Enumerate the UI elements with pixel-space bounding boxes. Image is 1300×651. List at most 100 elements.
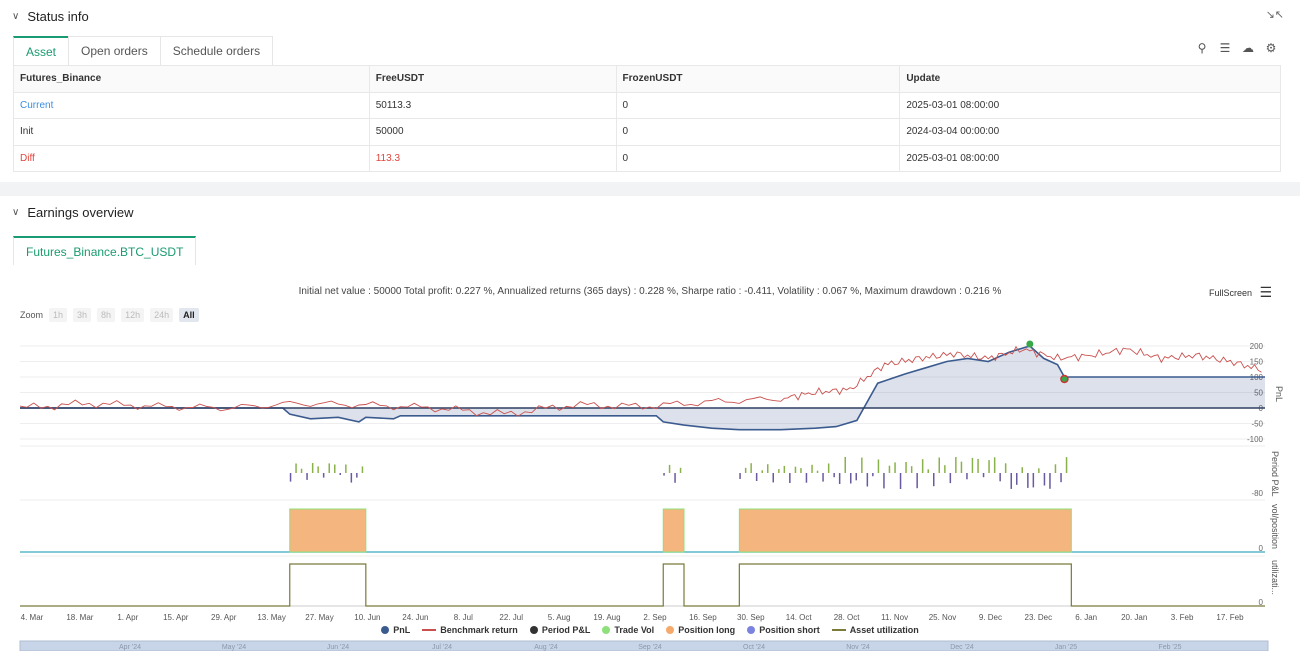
tab-asset[interactable]: Asset (13, 36, 70, 65)
period-pnl-bar (1043, 473, 1046, 486)
period-pnl-bar (1016, 473, 1018, 485)
cloud-download-icon[interactable]: ☁ (1242, 41, 1254, 55)
period-pnl-bar (755, 473, 758, 481)
header-free-usdt: FreeUSDT (368, 65, 617, 93)
x-tick-label: 17. Feb (1216, 613, 1244, 622)
fullscreen-button[interactable]: FullScreen (1208, 288, 1252, 298)
navigator-tick-label: Oct '24 (743, 644, 765, 651)
pnl-tick-label: 200 (1250, 342, 1264, 351)
zoom-24h-button[interactable]: 24h (150, 308, 174, 322)
list-icon[interactable]: ☰ (1219, 41, 1231, 55)
status-tabs: Asset Open orders Schedule orders (13, 36, 274, 65)
period-pnl-bar (1004, 463, 1007, 473)
legend-short-swatch (747, 626, 756, 634)
menu-icon[interactable]: ☰ (1259, 284, 1272, 300)
period-pnl-bar (789, 473, 791, 483)
period-pnl-bar (877, 459, 880, 473)
period-pnl-bar (300, 468, 303, 473)
period-pnl-bar (345, 464, 347, 473)
period-pnl-bar (905, 462, 907, 473)
period-pnl-bar (811, 464, 813, 473)
zoom-all-button[interactable]: All (179, 308, 199, 322)
earnings-summary: Initial net value : 50000 Total profit: … (298, 286, 1002, 297)
legend-period-pnl[interactable]: Period P&L (529, 625, 590, 635)
legend-benchmark-swatch (422, 629, 437, 631)
x-tick-label: 4. Mar (21, 613, 44, 622)
zoom-12h-button[interactable]: 12h (121, 308, 145, 322)
status-header[interactable]: ∨ Status info (12, 9, 89, 24)
chevron-down-icon[interactable]: ∨ (12, 11, 20, 22)
x-tick-label: 2. Sep (643, 613, 667, 622)
status-title: Status info (27, 9, 89, 24)
x-tick-label: 27. May (305, 613, 333, 622)
x-tick-label: 14. Oct (786, 613, 813, 622)
period-pnl-bar (778, 469, 780, 473)
gear-icon[interactable]: ⚙ (1265, 41, 1277, 55)
row-label: Init (13, 118, 370, 146)
row-label[interactable]: Current (13, 91, 370, 119)
zoom-3h-button[interactable]: 3h (73, 308, 92, 322)
period-pnl-bar (916, 473, 918, 489)
position-long-block (662, 508, 685, 553)
row-label: Diff (13, 144, 370, 172)
period-pnl-bar (783, 465, 786, 473)
table-row: Init 50000 0 2024-03-04 00:00:00 (13, 118, 1281, 146)
x-tick-label: 15. Apr (163, 613, 189, 622)
period-pnl-bar (674, 473, 676, 483)
navigator-tick-label: Feb '25 (1158, 644, 1181, 651)
period-pnl-bar (334, 464, 336, 473)
period-pnl-bar (888, 465, 891, 473)
tab-open-orders[interactable]: Open orders (68, 36, 161, 65)
x-tick-label: 30. Sep (737, 613, 765, 622)
cell-frozen: 0 (615, 118, 901, 146)
cell-update: 2025-03-01 08:00:00 (899, 144, 1281, 172)
period-pnl-bar (772, 473, 774, 483)
legend-position-short[interactable]: Position short (747, 625, 820, 635)
earnings-tabs: Futures_Binance.BTC_USDT (13, 236, 197, 265)
period-pnl-bar (306, 473, 308, 480)
x-tick-label: 9. Dec (979, 613, 1002, 622)
period-pnl-bar (1060, 473, 1062, 483)
position-tick-label: 0 (1259, 544, 1264, 553)
chevron-down-icon[interactable]: ∨ (12, 207, 20, 218)
legend-pnl[interactable]: PnL (381, 625, 410, 635)
navigator-tick-label: Aug '24 (534, 644, 558, 651)
period-pnl-bar (744, 467, 747, 473)
legend-trade-vol[interactable]: Trade Vol (602, 625, 654, 635)
legend-asset-utilization[interactable]: Asset utilization (831, 625, 919, 635)
x-tick-label: 23. Dec (1025, 613, 1053, 622)
period-pnl-bar (977, 458, 979, 473)
x-tick-label: 29. Apr (211, 613, 237, 622)
period-pnl-bar (899, 473, 902, 489)
pnl-line (20, 345, 1265, 431)
header-frozen-usdt: FrozenUSDT (615, 65, 901, 93)
trough-marker (1060, 374, 1069, 384)
asset-table: Futures_Binance FreeUSDT FrozenUSDT Upda… (13, 65, 1281, 172)
x-tick-label: 11. Nov (881, 613, 908, 622)
period-pnl-bar (927, 469, 929, 473)
search-icon[interactable]: ⚲ (1197, 41, 1207, 55)
period-pnl-bar (317, 466, 319, 473)
legend-benchmark[interactable]: Benchmark return (422, 625, 518, 635)
table-row: Diff 113.3 0 2025-03-01 08:00:00 (13, 144, 1281, 172)
pnl-tick-label: 50 (1254, 389, 1263, 398)
earnings-header[interactable]: ∨ Earnings overview (12, 205, 134, 220)
period-pnl-bar (750, 463, 752, 473)
tab-futures-binance-btc[interactable]: Futures_Binance.BTC_USDT (13, 236, 197, 265)
period-pnl-bar (844, 457, 846, 473)
earnings-title: Earnings overview (27, 205, 134, 220)
x-tick-label: 1. Apr (117, 613, 138, 622)
x-tick-label: 19. Aug (593, 613, 620, 622)
period-pnl-bar (356, 473, 358, 478)
table-toolbar: ⚲ ☰ ☁ ⚙ (1195, 41, 1278, 55)
earnings-panel: ∨ Earnings overview Futures_Binance.BTC_… (0, 196, 1300, 651)
period-pnl-bar (861, 457, 863, 473)
x-tick-label: 13. May (257, 613, 285, 622)
tab-schedule-orders[interactable]: Schedule orders (159, 36, 274, 65)
collapse-icon[interactable]: ↘↖ (1265, 9, 1284, 21)
zoom-1h-button[interactable]: 1h (49, 308, 68, 322)
period-pnl-bar (833, 473, 835, 478)
legend-position-long[interactable]: Position long (666, 625, 735, 635)
zoom-8h-button[interactable]: 8h (97, 308, 116, 322)
